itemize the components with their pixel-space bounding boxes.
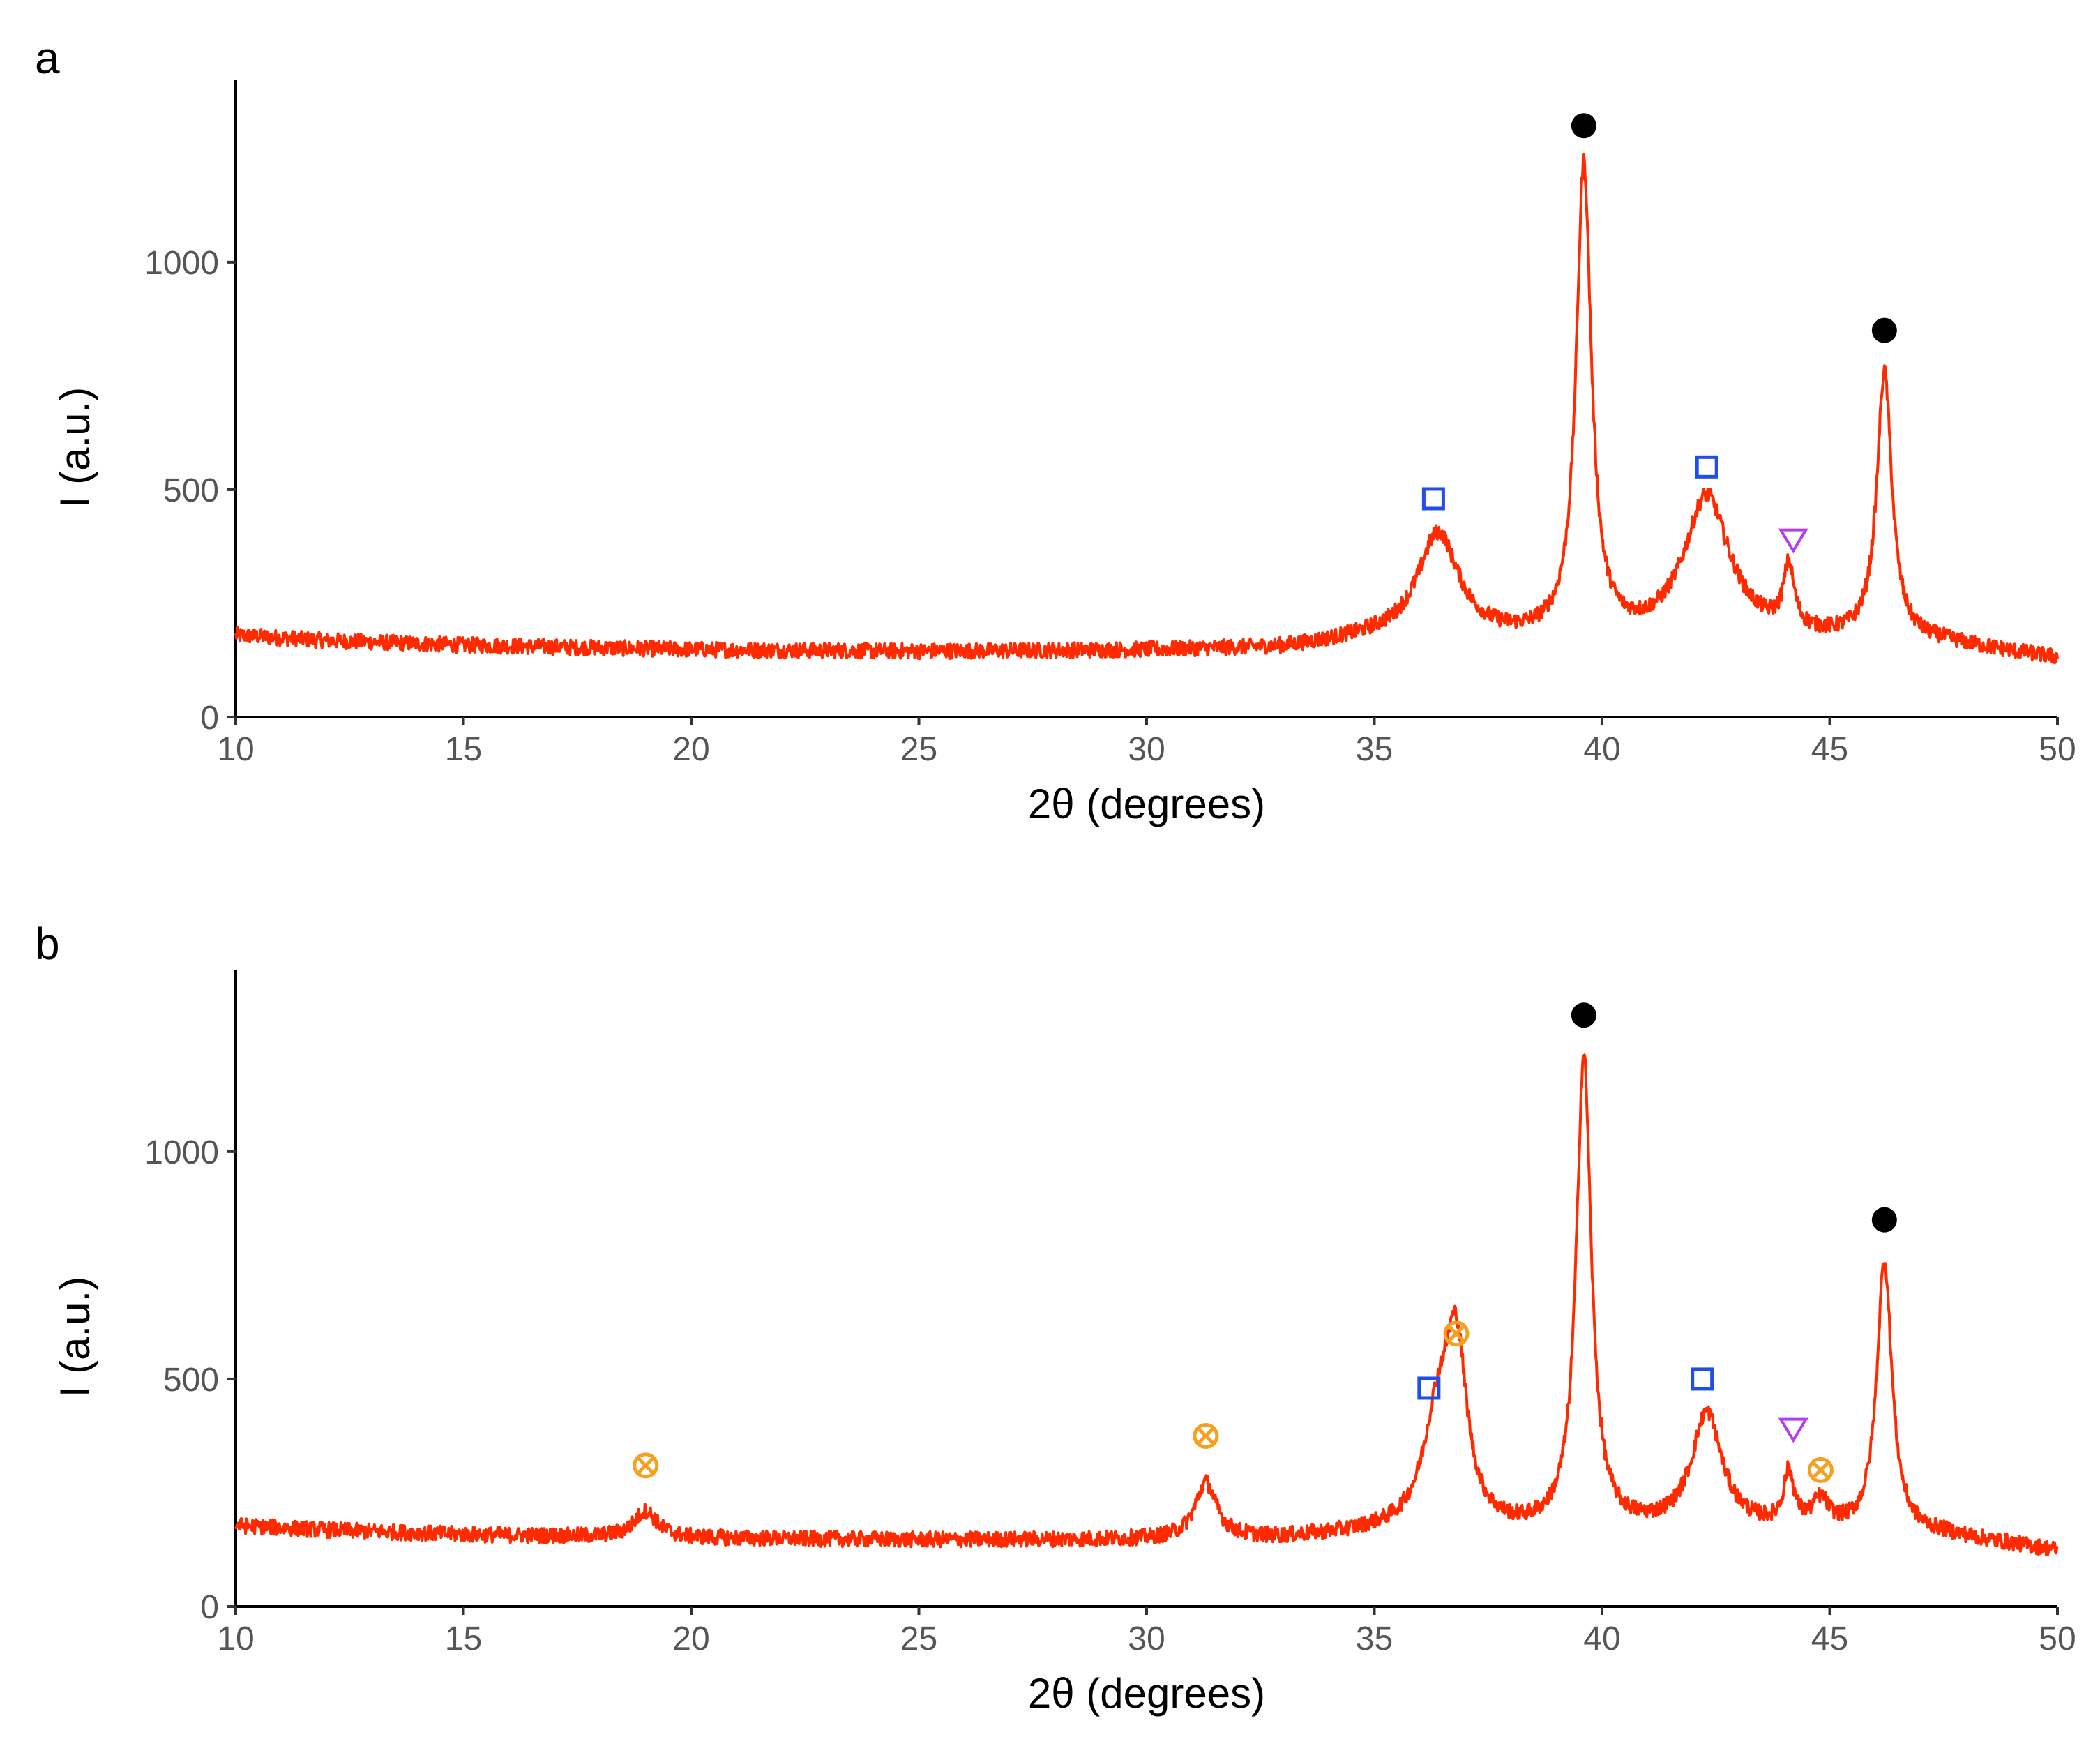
x-axis-title: 2θ (degrees) [1028, 1670, 1265, 1717]
x-tick-label: 40 [1583, 1620, 1620, 1657]
x-tick-label: 15 [445, 731, 482, 768]
x-tick-label: 50 [2039, 731, 2076, 768]
x-tick-label: 30 [1128, 1620, 1165, 1657]
square-marker [1695, 455, 1718, 479]
xrd-pattern-line [234, 1053, 2059, 1557]
x-tick-label: 10 [217, 731, 254, 768]
x-tick-label: 45 [1811, 731, 1848, 768]
crossed-circle-marker [1443, 1321, 1470, 1347]
x-tick-label: 20 [672, 731, 709, 768]
x-tick-label: 25 [900, 731, 937, 768]
x-tick-label: 10 [217, 1620, 254, 1657]
x-axis-title: 2θ (degrees) [1028, 781, 1265, 827]
crossed-circle-marker [633, 1452, 659, 1479]
crossed-circle-marker [1807, 1457, 1834, 1483]
square-marker [1421, 487, 1445, 511]
y-axis-title: I (a.u.) [52, 387, 98, 508]
crossed-circle-marker [1193, 1422, 1219, 1449]
x-tick-label: 35 [1356, 1620, 1393, 1657]
square-marker [1691, 1367, 1714, 1391]
y-tick-label: 1000 [144, 1134, 219, 1171]
x-tick-label: 20 [672, 1620, 709, 1657]
circle-marker [1871, 317, 1897, 343]
x-tick-label: 50 [2039, 1620, 2076, 1657]
x-tick-label: 15 [445, 1620, 482, 1657]
x-tick-label: 35 [1356, 731, 1393, 768]
y-tick-label: 1000 [144, 245, 219, 282]
panel-b-label: b [35, 919, 60, 969]
y-tick-label: 0 [200, 700, 219, 737]
y-tick-label: 500 [163, 1362, 219, 1399]
xrd-pattern-line [234, 153, 2059, 665]
panel-a-label: a [35, 33, 60, 83]
y-axis-title: I (a.u.) [52, 1277, 98, 1397]
x-tick-label: 25 [900, 1620, 937, 1657]
y-tick-label: 0 [200, 1589, 219, 1626]
x-tick-label: 30 [1128, 731, 1165, 768]
circle-marker [1571, 113, 1596, 139]
circle-marker [1571, 1002, 1596, 1028]
circle-marker [1871, 1207, 1897, 1233]
x-tick-label: 40 [1583, 731, 1620, 768]
triangle-down-marker [1778, 528, 1808, 554]
y-tick-label: 500 [163, 472, 219, 509]
x-tick-label: 45 [1811, 1620, 1848, 1657]
triangle-down-marker [1778, 1417, 1808, 1443]
square-marker [1417, 1376, 1441, 1400]
